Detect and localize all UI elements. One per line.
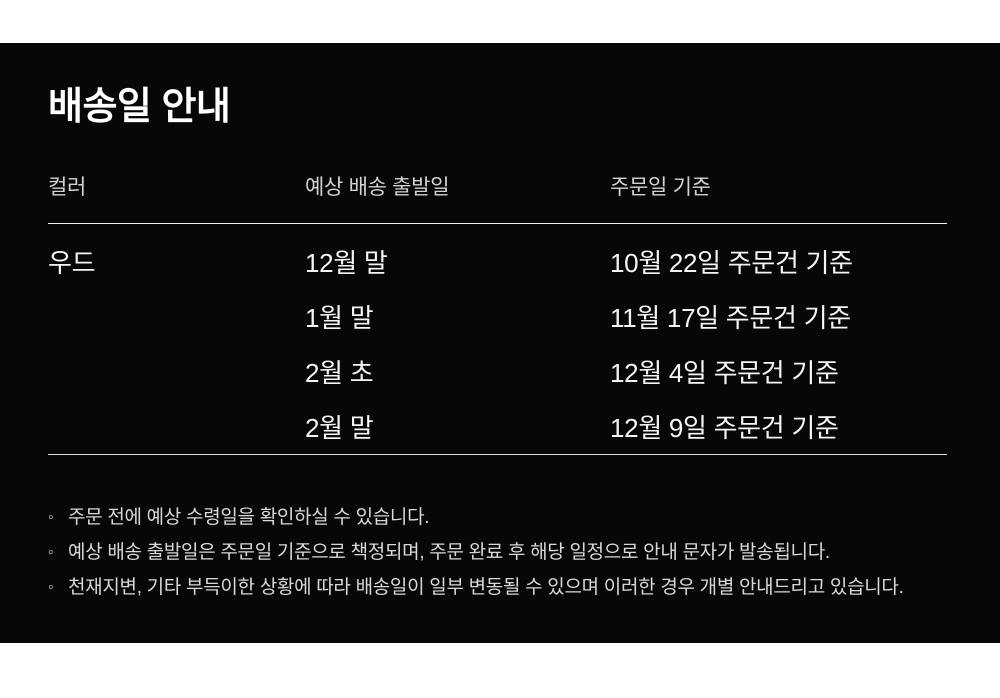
cell-color: 우드	[48, 248, 96, 278]
list-item: ◦ 천재지변, 기타 부득이한 상황에 따라 배송일이 일부 변동될 수 있으며…	[48, 574, 947, 601]
note-text: 예상 배송 출발일은 주문일 기준으로 책정되며, 주문 완료 후 해당 일정으…	[68, 542, 830, 563]
circle-bullet-icon: ◦	[48, 509, 54, 526]
table-row: 1월 말 11월 17일 주문건 기준	[48, 289, 947, 344]
column-header-order-basis: 주문일 기준	[610, 176, 711, 199]
note-text: 천재지변, 기타 부득이한 상황에 따라 배송일이 일부 변동될 수 있으며 이…	[68, 577, 904, 598]
cell-ship-date: 2월 말	[305, 413, 374, 443]
cell-ship-date: 1월 말	[305, 303, 374, 333]
table-body: 우드 12월 말 10월 22일 주문건 기준 1월 말 11월 17일 주문건…	[48, 224, 947, 455]
delivery-notice-panel: 배송일 안내 컬러 예상 배송 출발일 주문일 기준 우드 12월 말 10월 …	[0, 43, 1000, 643]
cell-ship-date: 2월 초	[305, 358, 374, 388]
table-row: 우드 12월 말 10월 22일 주문건 기준	[48, 234, 947, 289]
delivery-schedule-table: 컬러 예상 배송 출발일 주문일 기준 우드 12월 말 10월 22일 주문건…	[48, 177, 947, 455]
circle-bullet-icon: ◦	[48, 544, 54, 561]
list-item: ◦ 예상 배송 출발일은 주문일 기준으로 책정되며, 주문 완료 후 해당 일…	[48, 539, 947, 566]
table-row: 2월 말 12월 9일 주문건 기준	[48, 399, 947, 454]
notes-list: ◦ 주문 전에 예상 수령일을 확인하실 수 있습니다. ◦ 예상 배송 출발일…	[48, 504, 947, 601]
circle-bullet-icon: ◦	[48, 579, 54, 596]
cell-order-basis: 10월 22일 주문건 기준	[610, 248, 853, 278]
note-text: 주문 전에 예상 수령일을 확인하실 수 있습니다.	[68, 507, 430, 528]
panel-content: 배송일 안내 컬러 예상 배송 출발일 주문일 기준 우드 12월 말 10월 …	[48, 84, 947, 601]
table-header-row: 컬러 예상 배송 출발일 주문일 기준	[48, 177, 947, 224]
table-row: 2월 초 12월 4일 주문건 기준	[48, 344, 947, 399]
cell-order-basis: 12월 4일 주문건 기준	[610, 358, 839, 388]
column-header-ship-date: 예상 배송 출발일	[305, 176, 450, 199]
page-title: 배송일 안내	[48, 86, 231, 128]
column-header-color: 컬러	[48, 176, 87, 199]
cell-ship-date: 12월 말	[305, 248, 388, 278]
list-item: ◦ 주문 전에 예상 수령일을 확인하실 수 있습니다.	[48, 504, 947, 531]
cell-order-basis: 12월 9일 주문건 기준	[610, 413, 839, 443]
cell-order-basis: 11월 17일 주문건 기준	[610, 303, 851, 333]
